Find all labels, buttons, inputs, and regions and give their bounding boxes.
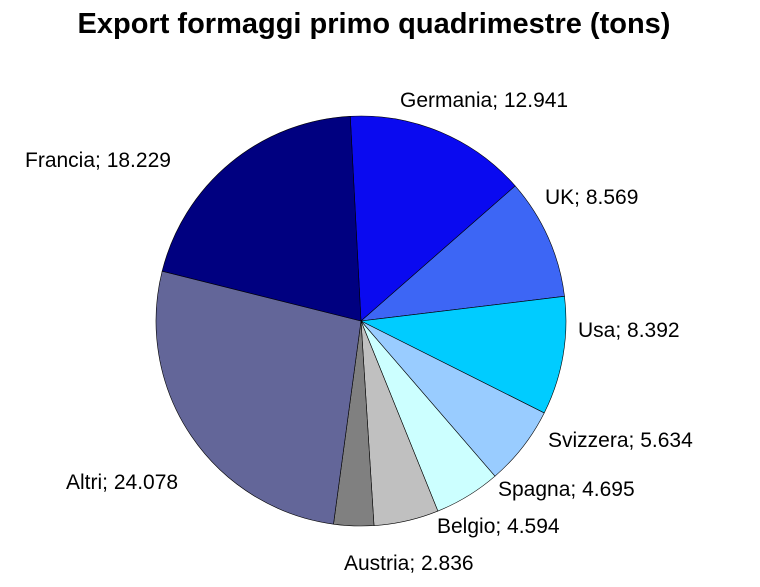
- pie-slices: [155, 115, 567, 527]
- slice-label-svizzera: Svizzera; 5.634: [548, 429, 693, 452]
- slice-label-uk: UK; 8.569: [545, 186, 638, 209]
- slice-label-germania: Germania; 12.941: [400, 89, 568, 112]
- pie-labels: Germania; 12.941 UK; 8.569 Usa; 8.392 Svizz…: [25, 89, 693, 575]
- pie-slice-usa: [359, 295, 567, 414]
- pie-slice-germania: [349, 115, 516, 322]
- pie-slice-uk: [360, 185, 565, 322]
- pie-slice-altri: [155, 270, 362, 525]
- slice-label-belgio: Belgio; 4.594: [437, 515, 560, 538]
- pie-slice-francia: [161, 115, 362, 322]
- slice-label-altri: Altri; 24.078: [66, 471, 178, 494]
- slice-label-francia: Francia; 18.229: [25, 149, 171, 172]
- slice-label-austria: Austria; 2.836: [344, 552, 474, 575]
- slice-label-usa: Usa; 8.392: [578, 319, 680, 342]
- chart-title: Export formaggi primo quadrimestre (tons…: [77, 8, 671, 40]
- slice-label-spagna: Spagna; 4.695: [498, 478, 635, 501]
